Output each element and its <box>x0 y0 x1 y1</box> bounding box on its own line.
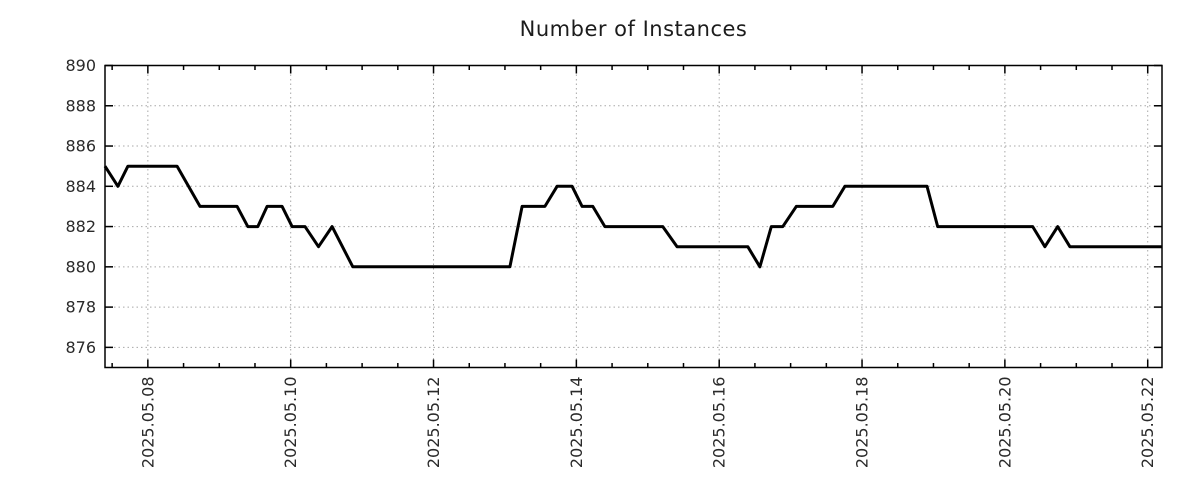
y-tick-label: 878 <box>65 298 96 317</box>
chart-title: Number of Instances <box>519 17 748 41</box>
x-tick-label: 2025.05.08 <box>138 377 157 469</box>
y-tick-label: 876 <box>65 338 96 357</box>
y-tick-label: 884 <box>65 177 96 196</box>
plot-border <box>104 64 1163 369</box>
data-line <box>103 164 1162 269</box>
y-tick-label: 882 <box>65 217 96 236</box>
x-tick-label: 2025.05.18 <box>853 377 872 469</box>
y-tick-label: 880 <box>65 257 96 276</box>
axis-ticks <box>105 64 1162 368</box>
y-tick-label: 886 <box>65 137 96 156</box>
x-tick-label: 2025.05.10 <box>281 377 300 469</box>
x-tick-label: 2025.05.14 <box>567 377 586 469</box>
x-tick-label: 2025.05.22 <box>1138 377 1157 469</box>
y-tick-label: 888 <box>65 96 96 115</box>
x-tick-label: 2025.05.16 <box>710 377 729 469</box>
x-tick-label: 2025.05.20 <box>995 377 1014 469</box>
x-tick-label: 2025.05.12 <box>424 377 443 469</box>
y-tick-label: 890 <box>65 56 96 75</box>
